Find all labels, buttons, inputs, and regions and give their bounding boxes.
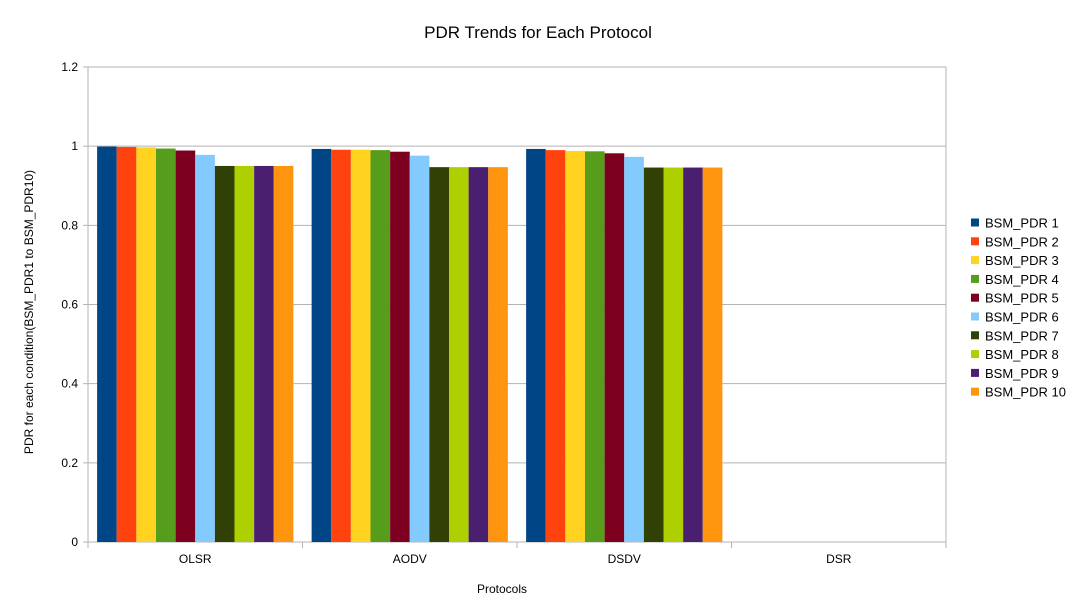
bar	[195, 154, 215, 542]
legend-label: BSM_PDR 5	[985, 291, 1059, 306]
bars	[97, 146, 723, 543]
y-tick-labels: 0 0.2 0.4 0.6 0.8 1 1.2	[61, 60, 78, 549]
legend-swatch	[971, 368, 979, 377]
y-tick-label: 0.2	[61, 456, 78, 470]
legend-swatch	[971, 237, 979, 246]
y-tick-label: 1	[71, 139, 78, 153]
y-tick-label: 0.6	[61, 298, 78, 312]
legend: BSM_PDR 1 BSM_PDR 2 BSM_PDR 3 BSM_PDR 4 BSM_…	[971, 216, 1066, 400]
legend-label: BSM_PDR 6	[985, 310, 1059, 325]
legend-swatch	[971, 293, 979, 302]
legend-label: BSM_PDR 10	[985, 385, 1066, 400]
chart-title: PDR Trends for Each Protocol	[424, 23, 652, 42]
bar	[254, 165, 274, 543]
bar	[331, 149, 351, 542]
y-tick-label: 0	[71, 535, 78, 549]
legend-swatch	[971, 274, 979, 283]
legend-swatch	[971, 218, 979, 227]
bar	[273, 165, 294, 543]
bar	[214, 165, 235, 543]
bar	[683, 167, 703, 542]
bar	[702, 167, 723, 542]
y-axis-label: PDR for each condition(BSM_PDR1 to BSM_P…	[22, 170, 36, 454]
legend-swatch	[971, 387, 979, 396]
bar	[449, 167, 469, 543]
bar	[565, 150, 585, 542]
legend-swatch	[971, 331, 979, 340]
bar	[526, 148, 546, 542]
x-tick-label: AODV	[393, 552, 427, 566]
bar	[116, 146, 137, 543]
bar	[370, 150, 391, 542]
y-tick-label: 0.8	[61, 218, 78, 232]
bar	[155, 148, 176, 542]
x-axis-label: Protocols	[477, 582, 527, 596]
bar	[488, 167, 508, 543]
x-tick-labels: OLSR AODV DSDV DSR	[179, 552, 852, 566]
bar	[584, 151, 605, 542]
bar	[663, 167, 684, 542]
legend-label: BSM_PDR 4	[985, 272, 1059, 287]
bar	[390, 151, 410, 543]
x-tick-label: DSDV	[608, 552, 641, 566]
legend-label: BSM_PDR 9	[985, 366, 1059, 381]
bar	[545, 150, 566, 542]
legend-swatch	[971, 350, 979, 359]
bar	[643, 167, 664, 542]
legend-swatch	[971, 256, 979, 265]
bar	[604, 153, 625, 542]
bar	[234, 165, 255, 543]
bar	[409, 155, 430, 542]
bar	[624, 156, 644, 542]
legend-label: BSM_PDR 1	[985, 216, 1059, 231]
bar	[468, 167, 489, 543]
bar	[97, 146, 117, 542]
x-tick-label: DSR	[826, 552, 852, 566]
y-tick-label: 0.4	[61, 377, 78, 391]
bar	[350, 149, 371, 542]
legend-label: BSM_PDR 2	[985, 234, 1059, 249]
legend-label: BSM_PDR 3	[985, 253, 1059, 268]
y-tick-label: 1.2	[61, 60, 78, 74]
bar	[429, 167, 450, 543]
x-tick-label: OLSR	[179, 552, 212, 566]
legend-label: BSM_PDR 7	[985, 328, 1059, 343]
legend-swatch	[971, 312, 979, 321]
bar	[311, 148, 332, 542]
bar	[175, 150, 196, 543]
axes	[83, 66, 947, 548]
bar	[136, 147, 156, 542]
legend-label: BSM_PDR 8	[985, 347, 1059, 362]
